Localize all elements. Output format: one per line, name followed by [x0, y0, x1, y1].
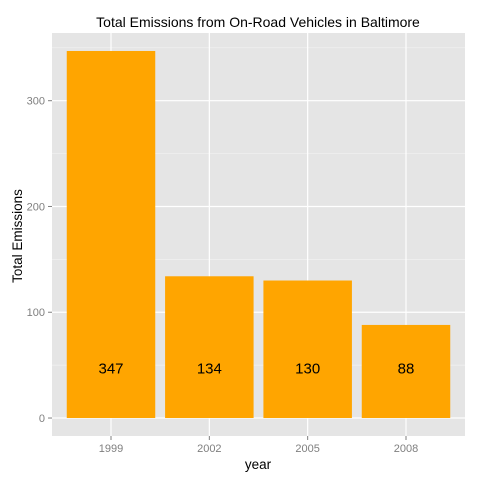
bar-2005: [263, 280, 352, 419]
bar-2002: [165, 276, 254, 419]
x-axis-title: year: [245, 457, 272, 472]
x-tick-label: 2002: [197, 443, 221, 455]
chart-title: Total Emissions from On-Road Vehicles in…: [96, 14, 420, 30]
data-labels: 347 134 130 88: [98, 360, 414, 377]
data-label-2002: 134: [197, 360, 222, 377]
y-tick-label: 300: [27, 96, 45, 108]
y-tick-label: 200: [27, 201, 45, 213]
bar-2008: [361, 324, 451, 419]
y-tick-label: 100: [27, 307, 45, 319]
y-axis: 0 100 200 300: [27, 96, 52, 425]
data-label-2008: 88: [398, 360, 415, 377]
data-label-2005: 130: [295, 360, 320, 377]
y-tick-label: 0: [39, 413, 45, 425]
x-tick-label: 2008: [394, 443, 418, 455]
x-axis: 1999 2002 2005 2008: [99, 436, 418, 455]
x-tick-label: 2005: [295, 443, 319, 455]
data-label-1999: 347: [98, 360, 123, 377]
y-axis-title: Total Emissions: [10, 189, 25, 283]
x-tick-label: 1999: [99, 443, 123, 455]
bar-1999: [66, 50, 156, 419]
bars: [66, 50, 451, 419]
